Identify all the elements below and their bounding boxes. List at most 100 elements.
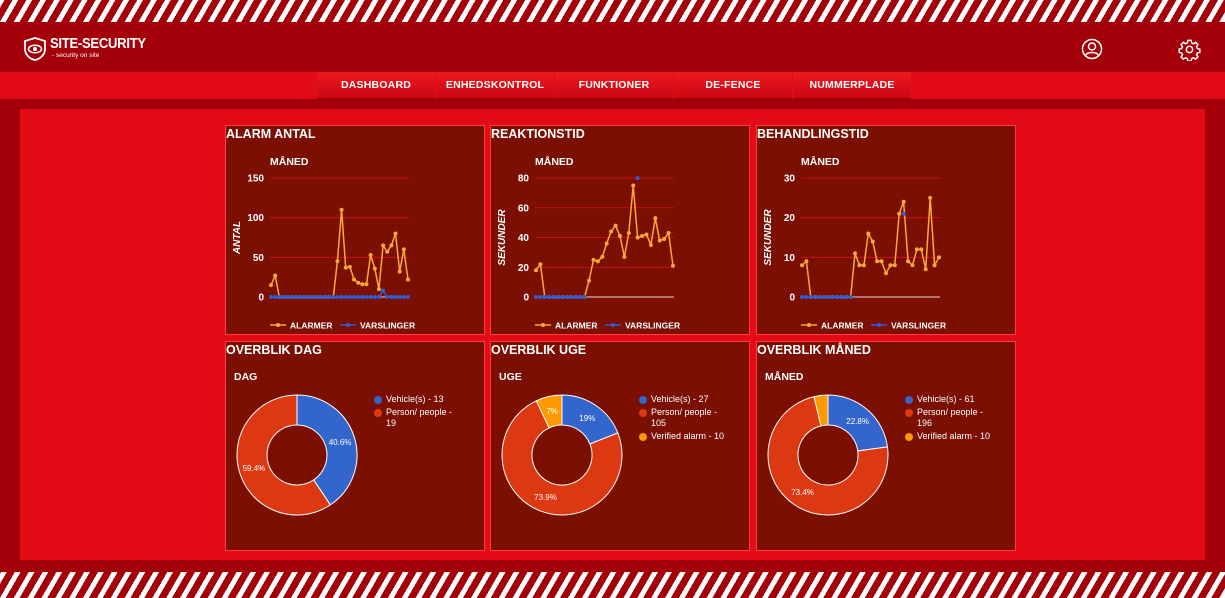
data-point-alarmer [800,263,804,268]
legend-item: Person/ people - 196 [905,407,995,429]
data-point-alarmer [356,280,361,285]
data-point-alarmer [932,263,937,268]
slice-percent-label: 73.4% [791,488,814,497]
data-point-alarmer [343,265,348,270]
logo[interactable]: SITE-SECURITY - security on site [24,37,156,61]
donut-slice [296,394,358,506]
donut-legend: Vehicle(s) - 27 Person/ people - 105 Verif… [639,394,729,444]
data-point-alarmer [352,277,357,282]
y-tick-label: 100 [247,213,264,224]
legend-marker-alarmer [541,323,545,327]
data-point-alarmer [662,236,667,241]
reaktionstid-panel: REAKTIONSTID MÅNED 0 20 40 60 80 SEKUNDER ALAR… [490,125,750,335]
data-point-alarmer [671,263,675,268]
y-tick-label: 10 [784,253,796,264]
panel-title: BEHANDLINGSTID [757,127,869,141]
panel-title: ALARM ANTAL [226,127,316,141]
gear-icon[interactable] [1178,38,1201,61]
legend-label-alarmer: ALARMER [821,321,864,331]
chart-subtitle: MÅNED [765,371,804,383]
nav-tab-dashboard[interactable]: DASHBOARD [317,72,435,99]
data-point-alarmer [347,264,352,269]
bottom-stripe-border [0,572,1225,598]
data-point-varslinger [314,295,319,299]
legend-dot [905,408,913,417]
data-point-alarmer [360,282,365,287]
data-point-varslinger [343,295,348,299]
data-point-alarmer [609,229,614,234]
user-profile-icon[interactable] [1081,38,1103,60]
legend-label-alarmer: ALARMER [290,321,333,331]
data-point-alarmer [381,243,386,248]
donut-slice [236,394,332,516]
overblik-dag-panel: OVERBLIK DAG DAG 40.6% 59.4% Vehicle(s) -… [225,341,485,551]
slice-percent-label: 22.8% [846,417,869,426]
legend-label: Person/ people - 19 [386,407,453,428]
data-point-alarmer [587,278,592,283]
data-point-alarmer [857,263,862,268]
data-point-varslinger [822,295,827,299]
legend-marker-varslinger [877,323,881,327]
data-point-varslinger [534,295,538,299]
data-point-varslinger [372,295,377,299]
data-point-varslinger [364,295,369,299]
legend-label-varslinger: VARSLINGER [891,321,946,331]
y-axis-label: SEKUNDER [763,209,774,266]
data-point-alarmer [914,247,919,252]
data-point-alarmer [897,211,902,216]
behandlingstid-panel: BEHANDLINGSTID MÅNED 0 10 20 30 SEKUNDER ALAR… [756,125,1016,335]
data-point-alarmer [339,207,344,212]
alarm-antal-panel: ALARM ANTAL MÅNED 0 50 100 150 ANTAL ALARMER V… [225,125,485,335]
data-point-alarmer [666,231,671,236]
slice-percent-label: 59.4% [243,464,266,473]
legend-label: Verified alarm - 10 [917,431,991,441]
data-point-varslinger [582,295,587,299]
data-point-varslinger [573,295,578,299]
data-point-alarmer [906,259,911,264]
data-point-varslinger [293,295,298,299]
data-point-alarmer [401,247,406,252]
dashboard-main: ALARM ANTAL MÅNED 0 50 100 150 ANTAL ALARMER V… [20,109,1205,560]
overblik-dag-donut: 40.6% 59.4% [236,394,358,516]
data-point-alarmer [595,259,600,264]
data-point-alarmer [640,234,645,239]
data-point-varslinger [381,288,386,293]
brand-title: SITE-SECURITY [50,36,146,52]
donut-legend: Vehicle(s) - 13 Person/ people - 19 [374,394,464,431]
data-point-varslinger [298,295,303,299]
data-point-varslinger [808,295,813,299]
nav-tab-funktioner[interactable]: FUNKTIONER [555,72,673,99]
behandlingstid-chart: 0 10 20 30 SEKUNDER ALARMER VARSLINGER [763,174,946,331]
data-point-varslinger [406,295,410,299]
nav-tab-nummerplade[interactable]: NUMMERPLADE [793,72,911,99]
y-tick-label: 30 [784,174,796,185]
data-point-varslinger [347,295,352,299]
data-point-varslinger [339,295,344,299]
data-point-varslinger [800,295,804,299]
data-point-varslinger [376,295,381,299]
data-point-alarmer [538,262,543,267]
data-point-varslinger [538,295,543,299]
legend-dot [905,432,913,441]
nav-tab-enhedskontrol[interactable]: ENHEDSKONTROL [436,72,554,99]
data-point-varslinger [813,295,818,299]
overblik-maaned-donut: 22.8% 73.4% [767,394,889,516]
legend-item: Verified alarm - 10 [639,431,729,442]
data-point-varslinger [397,295,402,299]
data-point-varslinger [393,295,398,299]
data-point-alarmer [804,259,809,264]
header: SITE-SECURITY - security on site [0,22,1225,72]
data-point-alarmer [892,263,897,268]
nav-tab-de-fence[interactable]: DE-FENCE [674,72,792,99]
data-point-alarmer [861,263,866,268]
data-point-varslinger [356,295,361,299]
data-point-alarmer [372,266,377,271]
y-tick-label: 50 [253,253,265,264]
top-stripe-border [0,0,1225,22]
legend-label: Vehicle(s) - 13 [386,394,444,404]
legend-dot [374,408,382,417]
legend-label: Person/ people - 105 [651,407,718,428]
legend-item: Person/ people - 105 [639,407,729,429]
data-point-varslinger [569,295,574,299]
data-point-varslinger [306,295,311,299]
